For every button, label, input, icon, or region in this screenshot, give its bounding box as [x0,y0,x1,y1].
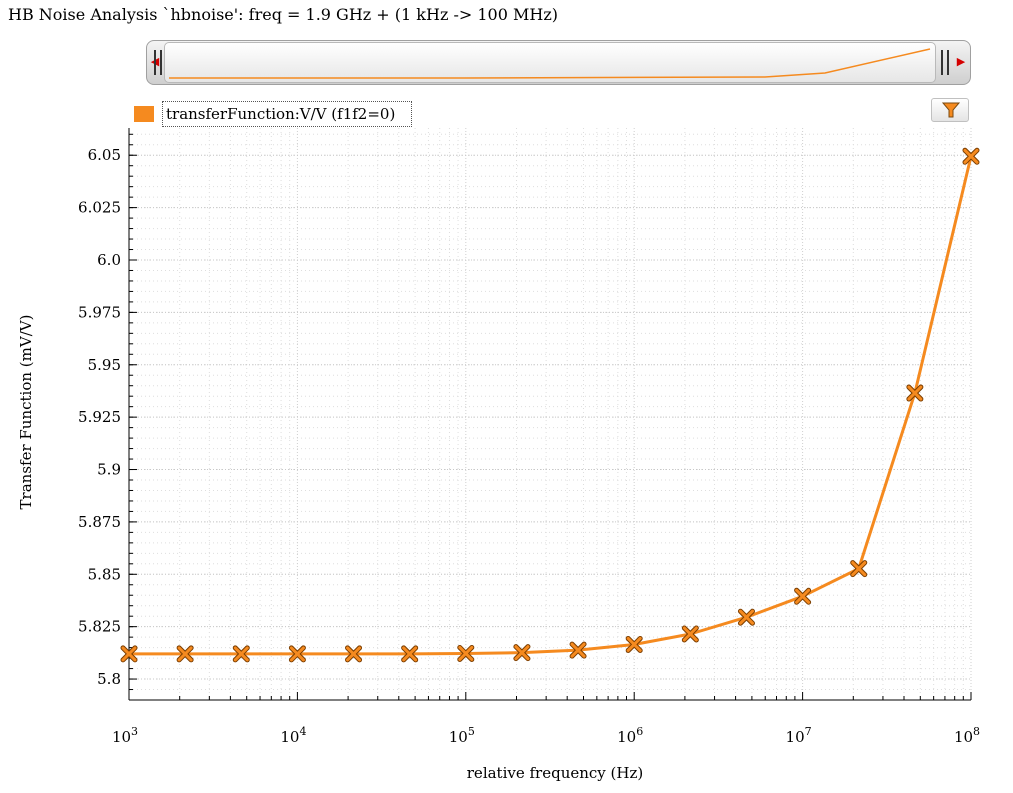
marker-fill [795,588,811,604]
y-axis-title: Transfer Function (mV/V) [17,315,35,510]
data-point-marker [850,560,868,578]
y-tick-label: 6.025 [78,199,121,217]
data-point-marker [401,645,419,663]
y-tick-label: 6.0 [97,251,121,269]
data-point-marker [232,645,250,663]
data-point-marker [962,147,980,165]
navigator-window[interactable] [164,42,936,83]
x-tick-label: 104 [280,725,306,746]
y-tick-label: 6.05 [88,146,121,164]
marker-fill [402,646,418,662]
marker-fill [963,148,979,164]
data-point-marker [737,608,755,626]
y-tick-label: 5.85 [88,565,121,583]
plot-title: HB Noise Analysis `hbnoise': freq = 1.9 … [8,5,558,24]
left-grip-handle[interactable] [154,50,162,75]
legend[interactable]: transferFunction:V/V (f1f2=0) [134,100,413,128]
y-tick-label: 5.825 [78,618,121,636]
y-tick-label: 5.875 [78,513,121,531]
triangle-right-icon[interactable]: ▶ [956,55,966,68]
marker-fill [682,626,698,642]
legend-label[interactable]: transferFunction:V/V (f1f2=0) [162,101,413,127]
filter-funnel-icon [941,102,961,118]
data-point-marker [681,625,699,643]
data-point-marker [906,384,924,402]
y-tick-label: 5.9 [97,461,121,479]
x-tick-label: 105 [449,725,475,746]
data-point-marker [176,645,194,663]
data-point-marker [569,641,587,659]
data-point-marker [457,644,475,662]
data-point-marker [345,645,363,663]
marker-fill [177,646,193,662]
data-point-marker [120,645,138,663]
data-point-marker [794,587,812,605]
marker-fill [570,642,586,658]
marker-fill [346,646,362,662]
x-axis-title: relative frequency (Hz) [467,764,643,782]
filter-button[interactable] [931,98,969,122]
marker-fill [121,646,137,662]
marker-fill [289,646,305,662]
data-point-marker [513,644,531,662]
navigator-preview-line [169,48,931,79]
y-tick-label: 5.925 [78,408,121,426]
right-grip-handle[interactable] [941,50,949,75]
marker-fill [458,645,474,661]
marker-fill [626,636,642,652]
x-tick-label: 108 [954,725,980,746]
x-tick-label: 106 [617,725,643,746]
data-point-marker [288,645,306,663]
legend-swatch [134,106,154,122]
marker-fill [233,646,249,662]
x-tick-label: 107 [786,725,812,746]
data-point-marker [625,635,643,653]
series-line [129,155,973,656]
marker-fill [907,385,923,401]
x-tick-label: 103 [112,725,138,746]
zoom-navigator[interactable]: ◀ ▶ [146,40,971,85]
marker-fill [738,609,754,625]
marker-fill [851,561,867,577]
y-tick-label: 5.975 [78,303,121,321]
marker-fill [514,645,530,661]
y-tick-label: 5.8 [97,670,121,688]
y-tick-label: 5.95 [88,356,121,374]
